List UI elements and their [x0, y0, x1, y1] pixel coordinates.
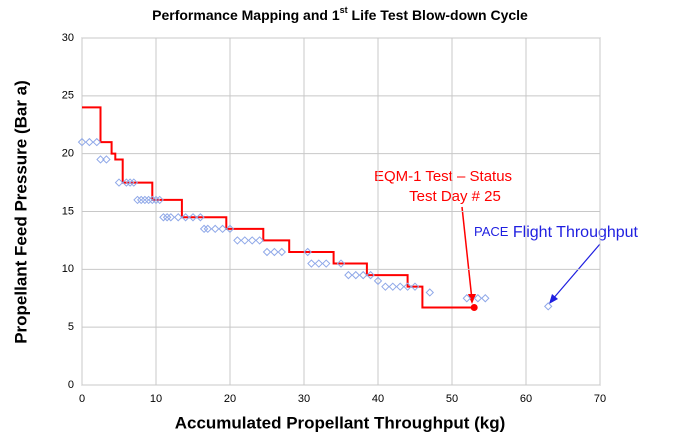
- marker: [255, 236, 264, 245]
- marker: [144, 195, 153, 205]
- y-tick-label: 30: [62, 32, 74, 44]
- marker: [173, 213, 183, 222]
- marker: [381, 282, 390, 291]
- marker: [336, 259, 346, 268]
- marker: [247, 236, 257, 245]
- marker: [314, 259, 324, 268]
- step-line: [82, 106, 475, 309]
- marker: [125, 178, 135, 187]
- marker: [425, 288, 435, 297]
- marker: [462, 294, 472, 303]
- marker: [344, 270, 353, 280]
- marker: [159, 213, 168, 222]
- marker: [155, 195, 164, 205]
- marker: [395, 282, 405, 291]
- marker: [262, 247, 272, 257]
- annotation-arrowhead: [468, 294, 476, 304]
- marker: [140, 195, 150, 205]
- marker: [307, 259, 316, 268]
- marker: [321, 259, 331, 268]
- x-tick-label: 60: [520, 393, 532, 405]
- y-tick-label: 0: [68, 379, 74, 391]
- annotation-arrow: [461, 206, 473, 301]
- marker: [166, 213, 176, 222]
- x-tick-label: 50: [446, 393, 458, 405]
- marker: [136, 195, 146, 205]
- marker: [351, 270, 361, 280]
- y-tick-label: 15: [62, 205, 74, 217]
- marker: [388, 282, 398, 291]
- marker: [122, 178, 131, 187]
- y-tick-label: 25: [62, 90, 74, 102]
- marker: [240, 236, 250, 245]
- marker: [543, 302, 553, 311]
- annotation: EQM-1 Test – Status: [374, 168, 512, 185]
- marker: [162, 213, 172, 222]
- marker: [218, 224, 227, 234]
- y-tick-label: 20: [62, 148, 74, 160]
- marker: [277, 247, 287, 257]
- marker: [148, 195, 157, 205]
- marker: [203, 224, 213, 234]
- marker: [270, 247, 279, 257]
- marker: [188, 213, 198, 222]
- marker: [96, 155, 105, 164]
- marker: [403, 282, 412, 291]
- marker: [151, 195, 161, 205]
- marker: [481, 294, 490, 303]
- y-axis-label: Propellant Feed Pressure (Bar a): [11, 80, 30, 344]
- chart-title: Performance Mapping and 1st Life Test Bl…: [152, 5, 528, 22]
- marker: [92, 137, 102, 147]
- marker: [410, 282, 420, 291]
- x-tick-label: 70: [594, 393, 606, 405]
- marker: [85, 137, 94, 147]
- marker: [473, 294, 483, 303]
- annotation-arrowhead: [549, 294, 558, 304]
- annotation-arrow: [551, 243, 601, 301]
- x-tick-label: 10: [150, 393, 162, 405]
- x-tick-label: 20: [224, 393, 236, 405]
- annotation-part: PACE: [474, 224, 509, 239]
- x-tick-label: 0: [79, 393, 85, 405]
- marker: [303, 247, 312, 257]
- annotation: Test Day # 25: [409, 188, 501, 205]
- marker: [196, 213, 205, 222]
- marker: [133, 195, 142, 205]
- marker: [114, 178, 124, 187]
- title-superscript: st: [340, 5, 348, 15]
- marker: [233, 236, 242, 245]
- marker: [358, 270, 368, 280]
- marker: [199, 224, 209, 234]
- marker: [225, 224, 235, 234]
- annotation: PACE Flight Throughput: [474, 224, 639, 241]
- y-tick-label: 5: [68, 321, 74, 333]
- x-tick-label: 40: [372, 393, 384, 405]
- title-part: Performance Mapping and 1: [152, 7, 340, 23]
- marker: [77, 137, 87, 147]
- y-tick-label: 10: [62, 263, 74, 275]
- annotation-part: Flight Throughput: [508, 224, 638, 241]
- x-tick-label: 30: [298, 393, 310, 405]
- end-point: [470, 304, 478, 312]
- marker: [181, 213, 190, 222]
- marker: [129, 178, 139, 187]
- marker: [210, 224, 220, 234]
- marker: [373, 276, 383, 286]
- marker: [102, 155, 111, 164]
- x-axis-label: Accumulated Propellant Throughput (kg): [175, 413, 506, 432]
- marker: [366, 270, 375, 280]
- title-part: Life Test Blow-down Cycle: [348, 7, 528, 23]
- plot-area: 0 5 10 15 20 25 30 0 10 20 30 40 50 60 70: [62, 32, 606, 405]
